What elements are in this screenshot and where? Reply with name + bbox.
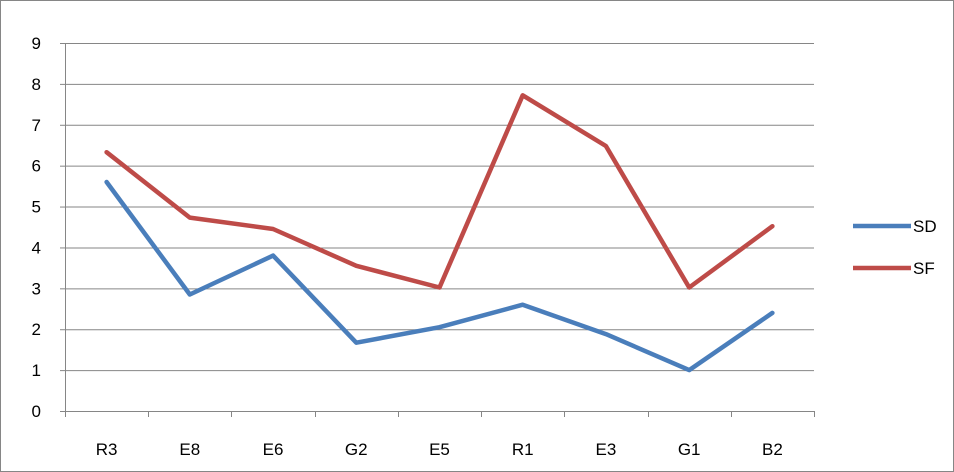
y-tick-label: 2 (32, 320, 41, 339)
y-tick-label: 7 (32, 116, 41, 135)
legend-label-sf: SF (913, 259, 935, 278)
x-tick-label: R1 (512, 440, 534, 459)
gridlines (65, 43, 814, 372)
y-tick-label: 3 (32, 279, 41, 298)
y-tick-label: 1 (32, 361, 41, 380)
y-tick-label: 4 (32, 238, 41, 257)
legend: SD SF (853, 217, 937, 278)
x-tick-label: E5 (429, 440, 450, 459)
x-tick-label: E6 (263, 440, 284, 459)
legend-label-sd: SD (913, 217, 937, 236)
series-lines (104, 93, 775, 373)
x-tick-label: R3 (96, 440, 118, 459)
x-tick-label: G1 (678, 440, 701, 459)
axes: 0 1 2 3 4 5 6 7 8 9 R3 E8 E6 G2 E5 R1 E3 G1 B2 (32, 34, 815, 459)
x-tick-label: E8 (179, 440, 200, 459)
y-tick-label: 6 (32, 157, 41, 176)
y-tick-label: 8 (32, 75, 41, 94)
y-tick-label: 9 (32, 34, 41, 53)
x-tick-label: G2 (345, 440, 368, 459)
x-tick-label: B2 (762, 440, 783, 459)
series-line-sf (104, 93, 775, 290)
y-tick-label: 0 (32, 402, 41, 421)
y-tick-label: 5 (32, 198, 41, 217)
series-line-sd (104, 179, 775, 373)
x-tick-label: E3 (596, 440, 617, 459)
